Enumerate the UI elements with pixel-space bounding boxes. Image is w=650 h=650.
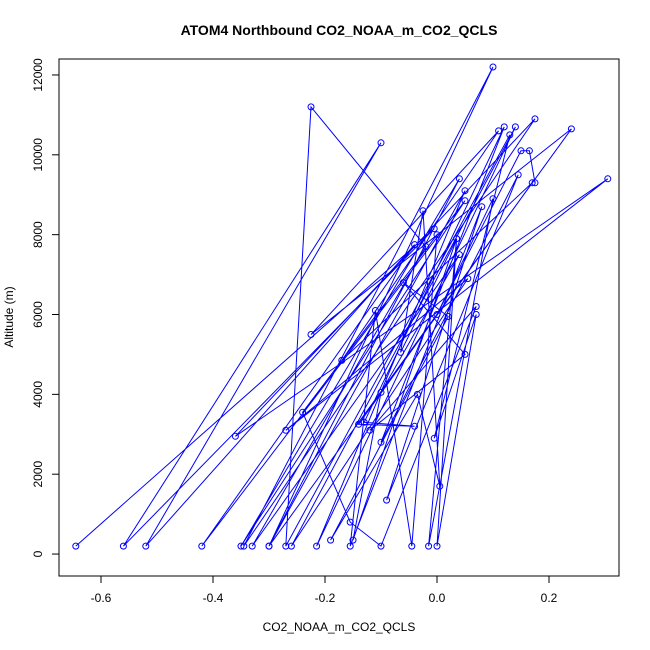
data-point: [436, 482, 444, 490]
data-point: [327, 536, 335, 544]
data-point: [500, 123, 508, 131]
data-point: [422, 243, 430, 251]
data-point: [517, 147, 525, 155]
data-point: [478, 203, 486, 211]
data-point: [514, 171, 522, 179]
data-point: [265, 542, 273, 550]
data-point: [282, 426, 290, 434]
data-point: [360, 418, 368, 426]
data-point: [455, 251, 463, 259]
y-axis: 0 2000 4000 6000 8000 10000 12000: [31, 58, 60, 557]
data-point: [377, 438, 385, 446]
data-point: [472, 303, 480, 310]
data-point: [464, 275, 472, 283]
data-point: [419, 207, 427, 215]
data-point: [413, 390, 421, 398]
data-point: [377, 542, 385, 550]
data-point: [433, 231, 441, 239]
data-point: [307, 331, 315, 338]
data-point: [72, 542, 80, 550]
data-point: [433, 542, 441, 550]
data-point: [399, 279, 407, 287]
x-tick-label: -0.4: [203, 591, 224, 605]
y-tick-label: 6000: [31, 301, 45, 328]
x-axis-label: CO2_NOAA_m_CO2_QCLS: [263, 620, 416, 634]
data-point: [433, 311, 441, 318]
x-tick-label: -0.2: [315, 591, 336, 605]
data-point: [198, 542, 206, 550]
data-point: [346, 542, 354, 550]
data-point: [371, 307, 379, 314]
data-point: [142, 542, 150, 550]
data-point: [506, 131, 514, 139]
data-point: [237, 542, 245, 550]
y-tick-label: 2000: [31, 461, 45, 488]
data-point: [444, 313, 452, 320]
data-point: [489, 195, 497, 203]
data-point: [338, 356, 346, 364]
y-axis-label: Altitude (m): [2, 286, 16, 347]
x-tick-label: -0.6: [91, 591, 112, 605]
data-point: [366, 426, 374, 434]
data-point: [525, 147, 533, 155]
data-point: [567, 125, 575, 133]
data-point: [453, 235, 461, 243]
data-point: [472, 311, 480, 318]
data-point: [240, 542, 248, 550]
y-tick-label: 10000: [31, 138, 45, 172]
data-point: [495, 127, 503, 135]
series-lines: [75, 66, 609, 547]
data-point: [377, 139, 385, 147]
data-point: [604, 175, 612, 183]
data-point: [248, 542, 256, 550]
data-point: [383, 496, 391, 504]
series-line: [75, 66, 609, 547]
data-point: [531, 115, 539, 123]
data-point: [307, 103, 315, 111]
data-point: [425, 542, 433, 550]
data-point: [511, 123, 519, 131]
data-point: [430, 225, 438, 233]
y-tick-label: 0: [31, 550, 45, 557]
chart-title: ATOM4 Northbound CO2_NOAA_m_CO2_QCLS: [181, 22, 498, 38]
data-point: [299, 408, 307, 416]
data-point: [455, 175, 463, 183]
x-tick-label: 0.0: [429, 591, 446, 605]
data-point: [397, 348, 405, 356]
data-point: [119, 542, 127, 550]
y-tick-label: 4000: [31, 381, 45, 408]
data-point: [528, 179, 536, 187]
data-point: [489, 63, 497, 71]
data-point: [346, 518, 354, 526]
data-point: [282, 542, 290, 550]
data-point: [461, 350, 469, 358]
data-point: [313, 542, 321, 550]
data-point: [377, 388, 385, 396]
series-points: [72, 63, 612, 550]
data-point: [408, 542, 416, 550]
data-point: [231, 432, 239, 440]
data-point: [411, 241, 419, 249]
y-tick-label: 12000: [31, 58, 45, 92]
data-point: [411, 422, 419, 430]
data-point: [461, 197, 469, 205]
data-point: [349, 536, 357, 544]
y-tick-label: 8000: [31, 221, 45, 248]
x-axis: -0.6 -0.4 -0.2 0.0 0.2: [91, 575, 558, 605]
data-point: [461, 187, 469, 195]
x-tick-label: 0.2: [541, 591, 558, 605]
data-point: [430, 434, 438, 442]
data-point: [531, 179, 539, 187]
